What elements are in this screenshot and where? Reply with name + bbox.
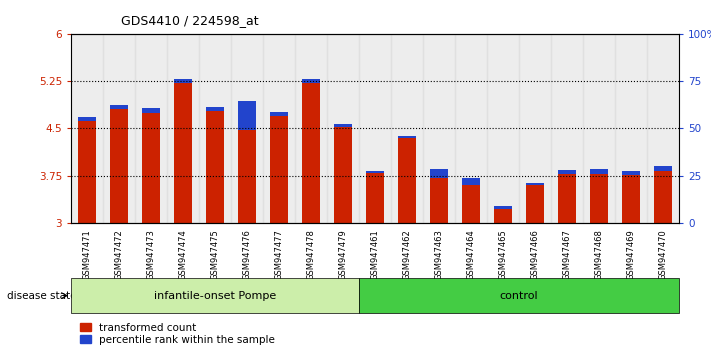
Bar bbox=[78, 121, 96, 223]
Bar bbox=[366, 172, 384, 223]
Bar bbox=[423, 34, 455, 223]
Bar bbox=[263, 34, 295, 223]
Legend: transformed count, percentile rank within the sample: transformed count, percentile rank withi… bbox=[76, 318, 279, 349]
Bar bbox=[270, 116, 288, 223]
Bar bbox=[327, 34, 359, 223]
Bar bbox=[430, 178, 448, 223]
Bar bbox=[206, 111, 224, 223]
Text: GDS4410 / 224598_at: GDS4410 / 224598_at bbox=[121, 14, 259, 27]
Bar bbox=[167, 34, 199, 223]
Bar bbox=[551, 34, 583, 223]
Bar bbox=[238, 130, 256, 223]
Bar bbox=[455, 34, 487, 223]
Bar bbox=[494, 209, 512, 223]
Bar bbox=[302, 83, 320, 223]
Bar bbox=[359, 34, 391, 223]
Bar bbox=[334, 127, 352, 223]
Text: control: control bbox=[500, 291, 538, 301]
Bar bbox=[583, 34, 615, 223]
Bar bbox=[295, 34, 327, 223]
Bar bbox=[526, 183, 544, 185]
Bar bbox=[430, 169, 448, 178]
Bar bbox=[174, 79, 192, 83]
Text: disease state: disease state bbox=[7, 291, 77, 301]
Bar bbox=[231, 34, 263, 223]
Bar bbox=[622, 175, 640, 223]
Bar bbox=[110, 109, 128, 223]
Bar bbox=[558, 175, 576, 223]
Bar bbox=[391, 34, 423, 223]
Bar bbox=[558, 170, 576, 175]
Bar bbox=[590, 174, 608, 223]
Bar bbox=[270, 112, 288, 116]
Bar bbox=[647, 34, 679, 223]
Bar bbox=[654, 171, 672, 223]
Bar bbox=[654, 166, 672, 171]
Bar bbox=[590, 169, 608, 174]
Bar bbox=[366, 171, 384, 172]
Bar bbox=[487, 34, 519, 223]
Bar bbox=[526, 185, 544, 223]
Bar bbox=[103, 34, 135, 223]
Bar bbox=[615, 34, 647, 223]
Bar bbox=[398, 138, 416, 223]
Bar bbox=[142, 108, 160, 113]
Bar bbox=[334, 124, 352, 127]
Bar bbox=[302, 79, 320, 83]
Bar bbox=[110, 105, 128, 109]
Bar bbox=[238, 101, 256, 130]
Bar bbox=[462, 178, 480, 185]
Bar bbox=[174, 83, 192, 223]
Bar bbox=[519, 34, 551, 223]
Bar bbox=[135, 34, 167, 223]
Bar bbox=[398, 136, 416, 138]
Bar bbox=[622, 171, 640, 175]
Bar bbox=[199, 34, 231, 223]
Bar bbox=[494, 206, 512, 209]
Text: infantile-onset Pompe: infantile-onset Pompe bbox=[154, 291, 276, 301]
Bar bbox=[462, 185, 480, 223]
Bar bbox=[78, 117, 96, 121]
Bar bbox=[142, 113, 160, 223]
Bar bbox=[206, 108, 224, 111]
Bar bbox=[71, 34, 103, 223]
